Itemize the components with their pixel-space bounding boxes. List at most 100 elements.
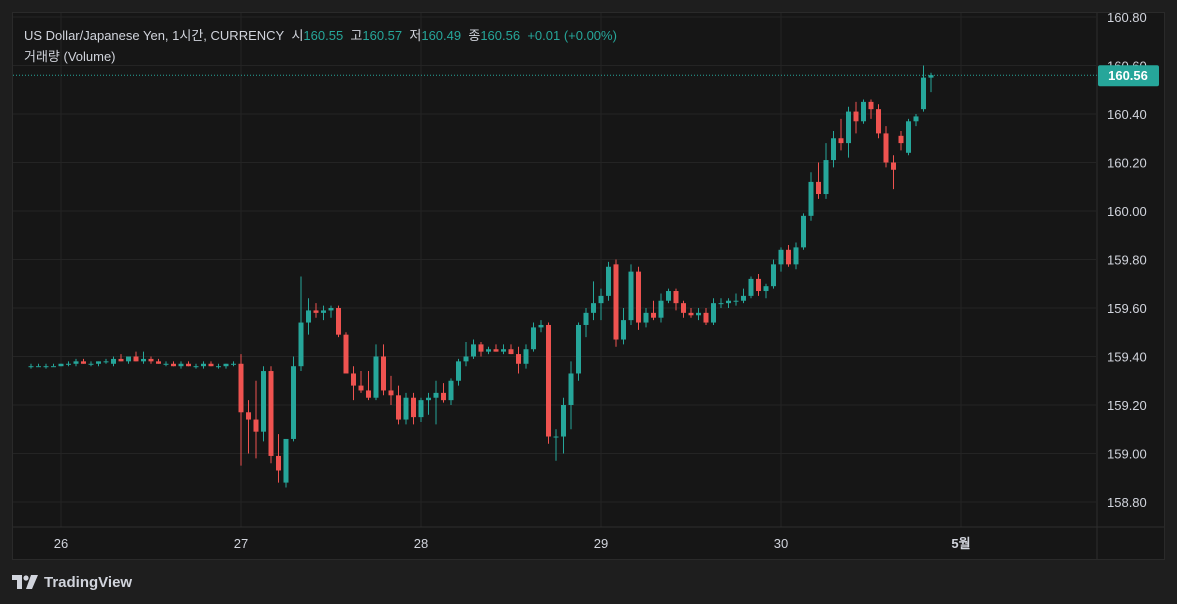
- candle-body-up: [216, 366, 221, 368]
- candle-body-up: [913, 116, 919, 122]
- candle-body-down: [756, 278, 761, 292]
- candle-body-up: [96, 361, 101, 364]
- candle-body-up: [523, 349, 529, 364]
- candle-body-up: [291, 366, 296, 439]
- candle-body-up: [658, 300, 664, 318]
- candle-body-up: [231, 363, 236, 365]
- price-axis-label: 159.00: [1107, 447, 1147, 462]
- candle-body-down: [786, 249, 791, 265]
- legend-symbol: US Dollar/Japanese Yen, 1시간, CURRENCY: [24, 28, 285, 43]
- candle-body-down: [651, 312, 656, 318]
- candle-body-up: [66, 363, 71, 365]
- candle-body-up: [861, 101, 866, 122]
- candle-body-up: [448, 380, 454, 401]
- candle-body-down: [493, 349, 499, 352]
- candle-body-up: [43, 366, 49, 368]
- candle-body-up: [73, 361, 79, 364]
- candle-body-up: [561, 405, 566, 437]
- candle-body-up: [471, 344, 476, 357]
- candle-body-up: [741, 295, 746, 301]
- candle-body-up: [801, 215, 806, 248]
- candle-body-up: [418, 400, 424, 418]
- legend-volume-label[interactable]: 거래량 (Volume): [24, 49, 116, 64]
- legend-close-value: 160.56: [480, 28, 521, 43]
- candle-body-down: [366, 390, 371, 398]
- candle-body-down: [396, 395, 401, 420]
- candle-body-down: [276, 455, 281, 471]
- candle-body-down: [148, 358, 154, 362]
- candle-body-up: [178, 363, 184, 367]
- candle-body-up: [643, 312, 649, 323]
- legend-ohlc-row: US Dollar/Japanese Yen, 1시간, CURRENCY 시1…: [24, 25, 617, 44]
- candle-body-up: [606, 266, 611, 296]
- candle-body-down: [186, 363, 191, 367]
- candle-body-up: [576, 324, 581, 374]
- candle-body-up: [928, 75, 934, 78]
- last-price-tag[interactable]: [1098, 65, 1159, 87]
- candle-body-up: [726, 300, 731, 304]
- candle-body-up: [501, 349, 506, 352]
- candle-body-up: [748, 278, 754, 296]
- candle-body-up: [808, 181, 814, 216]
- candle-body-down: [156, 361, 161, 364]
- tradingview-logo-icon: [12, 575, 38, 589]
- candle-body-down: [441, 392, 446, 401]
- candle-body-up: [831, 138, 836, 161]
- candle-body-down: [351, 373, 356, 386]
- candle-body-up: [666, 291, 671, 301]
- candle-body-up: [328, 308, 334, 311]
- candle-body-down: [883, 133, 889, 163]
- candle-body-up: [718, 303, 724, 305]
- candle-body-up: [696, 312, 701, 316]
- candle-body-down: [508, 349, 514, 355]
- candle-body-up: [261, 371, 266, 432]
- candle-body-up: [628, 271, 634, 321]
- candle-body-down: [253, 419, 259, 432]
- candle-body-up: [846, 111, 851, 144]
- candle-body-up: [823, 160, 829, 195]
- candle-body-up: [583, 312, 589, 325]
- legend-volume-row[interactable]: 거래량 (Volume): [24, 46, 116, 65]
- chart-pane[interactable]: [12, 12, 1165, 560]
- candle-body-up: [793, 247, 799, 265]
- candle-body-up: [28, 366, 34, 368]
- candle-body-down: [838, 138, 844, 144]
- price-axis-label: 160.80: [1107, 10, 1147, 25]
- candle-body-up: [163, 363, 169, 365]
- candle-body-up: [88, 363, 94, 365]
- candle-body-down: [681, 303, 686, 313]
- candle-body-up: [553, 436, 559, 438]
- candle-body-up: [36, 366, 41, 368]
- candle-body-down: [891, 162, 896, 170]
- candle-body-up: [778, 249, 784, 265]
- price-axis-label: 158.80: [1107, 495, 1147, 510]
- candle-body-down: [853, 111, 859, 122]
- candle-body-down: [133, 356, 139, 362]
- candle-body-up: [373, 356, 379, 398]
- candle-body-down: [546, 324, 551, 437]
- candle-body-down: [816, 181, 821, 195]
- candle-body-up: [283, 438, 289, 483]
- candle-body-up: [58, 363, 64, 367]
- candle-body-up: [201, 363, 206, 367]
- time-axis-label: 29: [594, 536, 608, 551]
- candle-body-up: [51, 366, 56, 368]
- candle-body-up: [403, 397, 409, 420]
- candle-body-up: [433, 392, 439, 398]
- last-price-tag-label: 160.56: [1108, 68, 1148, 83]
- price-axis-label: 159.40: [1107, 350, 1147, 365]
- candle-body-up: [591, 303, 596, 313]
- candle-body-up: [711, 303, 716, 323]
- legend-open-value: 160.55: [303, 28, 344, 43]
- candle-body-down: [171, 363, 176, 367]
- tradingview-brand[interactable]: TradingView: [12, 572, 132, 592]
- candle-body-up: [733, 300, 739, 302]
- candles-layer: [28, 65, 934, 488]
- price-axis-label: 159.60: [1107, 301, 1147, 316]
- candle-body-down: [381, 356, 386, 391]
- time-axis-label: 28: [414, 536, 428, 551]
- candle-body-up: [111, 358, 116, 364]
- legend-change-value: +0.01 (+0.00%): [527, 28, 617, 43]
- candle-body-up: [141, 358, 146, 362]
